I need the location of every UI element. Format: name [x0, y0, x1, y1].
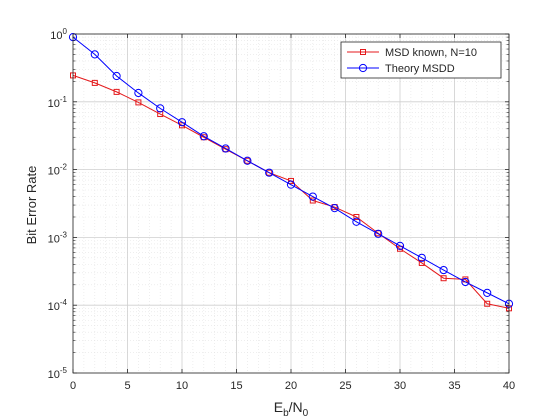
- data-point: [113, 88, 120, 95]
- legend-box: [340, 41, 502, 79]
- y-tick-label: 10-3: [48, 230, 68, 245]
- y-tick-label: 10-1: [48, 95, 68, 110]
- data-point: [286, 180, 296, 189]
- data-point: [353, 213, 360, 220]
- legend-marker: [360, 49, 366, 55]
- data-point: [135, 99, 142, 106]
- data-point: [374, 229, 383, 238]
- data-point: [177, 118, 187, 127]
- data-point: [243, 156, 252, 165]
- data-point: [199, 132, 208, 141]
- x-tick-label: 10: [176, 380, 188, 392]
- series-1: [68, 33, 514, 308]
- data-point: [417, 253, 426, 262]
- data-point: [90, 50, 99, 59]
- data-point: [265, 168, 274, 177]
- data-point: [418, 259, 425, 266]
- data-point: [309, 197, 316, 204]
- legend-label: MSD known, N=10: [385, 47, 477, 59]
- data-point: [330, 204, 339, 213]
- legend-item-0: MSD known, N=10: [347, 47, 477, 59]
- data-point: [440, 275, 447, 282]
- data-point: [484, 300, 491, 307]
- x-tick-label: 25: [339, 380, 351, 392]
- axes: [72, 33, 510, 374]
- data-point: [308, 192, 317, 201]
- data-point: [439, 265, 448, 275]
- data-point: [395, 241, 405, 250]
- data-point: [352, 217, 361, 226]
- legend-item-1: Theory MSDD: [347, 63, 455, 75]
- data-point: [266, 169, 273, 176]
- x-tick-label: 40: [503, 380, 515, 392]
- y-tick-label: 100: [50, 27, 67, 42]
- y-axis-label: Bit Error Rate: [24, 166, 39, 245]
- y-tick-label: 10-5: [48, 366, 68, 381]
- data-point: [375, 230, 382, 237]
- legend: MSD known, N=10 Theory MSDD: [340, 41, 502, 79]
- data-point: [91, 79, 98, 86]
- legend-label: Theory MSDD: [385, 63, 455, 75]
- data-point: [156, 104, 165, 113]
- data-point: [244, 157, 251, 164]
- x-tick-label: 15: [230, 380, 242, 392]
- x-tick-label: 30: [394, 380, 406, 392]
- data-point: [483, 288, 492, 297]
- data-point: [134, 88, 143, 98]
- x-tick-label: 35: [448, 380, 460, 392]
- data-point: [112, 71, 121, 81]
- data-point: [288, 177, 294, 184]
- legend-marker: [358, 63, 368, 73]
- y-tick-label: 10-2: [48, 163, 68, 178]
- x-tick-label: 5: [124, 380, 130, 392]
- x-axis-label: Eb/N0: [274, 399, 309, 419]
- x-tick-label: 20: [285, 380, 297, 392]
- data-point: [461, 277, 470, 287]
- tick-labels: 0 5 10 15 20 25 30 35 40 10-5 10-4 10-3 10-2 10-1 100: [48, 27, 516, 392]
- x-tick-label: 0: [70, 380, 76, 392]
- data-point: [221, 144, 230, 153]
- y-tick-label: 10-4: [48, 298, 68, 313]
- series-line: [72, 36, 510, 305]
